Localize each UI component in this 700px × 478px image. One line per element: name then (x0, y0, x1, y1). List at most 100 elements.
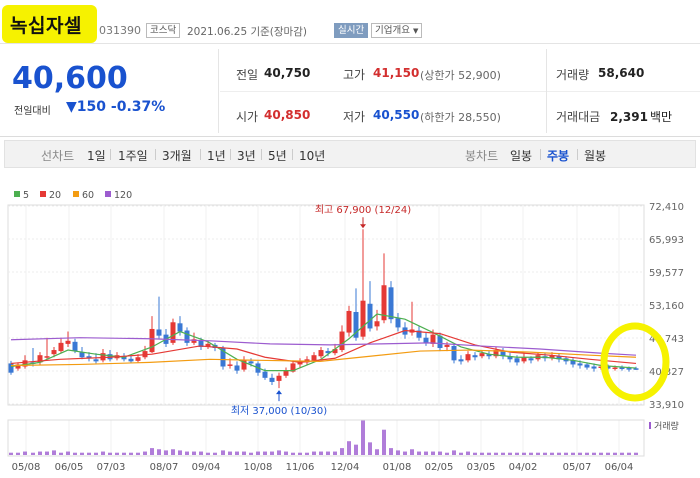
period-10y[interactable]: 10년 (299, 149, 326, 163)
high-arrowhead-icon (360, 224, 366, 229)
candle (135, 357, 141, 361)
volume-bar (410, 449, 414, 455)
divider (220, 91, 700, 92)
volume-bar (129, 452, 133, 455)
low-label: 저가 (343, 110, 366, 124)
volume-bar (178, 450, 182, 455)
candle (22, 360, 28, 367)
candle (486, 354, 492, 357)
candle (472, 355, 478, 358)
amount-number: 2,391 (610, 110, 648, 124)
x-tick-label: 08/07 (150, 462, 179, 473)
open-label: 시가 (236, 110, 259, 124)
volume-bar (66, 451, 70, 455)
candle (367, 303, 373, 329)
volume-bar (515, 452, 519, 455)
candle (626, 368, 632, 370)
y-tick-label: 46,743 (649, 334, 684, 345)
current-price: 40,600 (12, 61, 128, 96)
period-3m[interactable]: 3개월 (162, 149, 192, 163)
candle (65, 340, 71, 344)
volume-bar (73, 452, 77, 455)
period-1d[interactable]: 1일 (87, 149, 106, 163)
volume-bar (613, 452, 617, 455)
volume-bar (466, 451, 470, 455)
x-tick-label: 06/04 (605, 462, 634, 473)
volume-bar (9, 452, 13, 455)
period-5y[interactable]: 5년 (268, 149, 287, 163)
stock-name[interactable]: 녹십자셀 (10, 15, 82, 37)
candle (500, 351, 506, 357)
candle (451, 345, 457, 361)
candle (177, 323, 183, 332)
lower-limit: (하한가 28,550) (420, 111, 501, 124)
candle (128, 358, 134, 362)
volume-bar (242, 451, 246, 455)
highlight-circle (600, 322, 670, 402)
volume-legend-label: 거래량 (654, 420, 679, 432)
volume-bar (571, 452, 575, 455)
volume-label: 거래량 (556, 68, 590, 82)
candle (227, 364, 233, 366)
period-3y[interactable]: 3년 (237, 149, 256, 163)
candle (591, 366, 597, 369)
high-value: 41,150 (373, 66, 420, 80)
candle (549, 355, 555, 359)
volume-bar (305, 452, 309, 455)
candle-daily[interactable]: 일봉 (510, 149, 533, 163)
volume-bar (94, 452, 98, 455)
volume-bar (354, 444, 358, 455)
candle (507, 356, 513, 360)
volume-bar (445, 452, 449, 455)
realtime-button[interactable]: 실시간 (334, 23, 369, 38)
candle (149, 328, 155, 353)
period-1y[interactable]: 1년 (207, 149, 226, 163)
candle (100, 353, 106, 361)
volume-bar (115, 452, 119, 455)
volume-bar (592, 452, 596, 455)
volume-bar (543, 452, 547, 455)
candle (612, 367, 618, 370)
candle (430, 334, 436, 344)
volume-bar (578, 452, 582, 455)
volume-frame (7, 419, 645, 457)
volume-bar (326, 451, 330, 455)
candle (444, 344, 450, 347)
candle (8, 363, 14, 373)
open-value: 40,850 (264, 108, 311, 122)
volume-bar (206, 452, 210, 455)
volume-bar (501, 452, 505, 455)
legend-label-ma60: 60 (82, 190, 94, 201)
x-tick-label: 05/08 (12, 462, 41, 473)
volume-bar (277, 450, 281, 455)
candle (633, 368, 639, 370)
amount-unit: 백만 (649, 110, 673, 124)
period-1w[interactable]: 1주일 (118, 149, 148, 163)
candle-weekly[interactable]: 주봉 (547, 149, 570, 163)
candle (170, 322, 176, 343)
legend-swatch-ma60 (73, 191, 79, 197)
candle-monthly[interactable]: 월봉 (584, 149, 607, 163)
y-tick-label: 65,993 (649, 235, 684, 246)
change-percent: -0.37% (110, 99, 166, 115)
volume-bar (550, 452, 554, 455)
volume-bar (171, 449, 175, 455)
candle (276, 375, 282, 381)
company-info-dropdown[interactable]: 기업개요 ▼ (371, 23, 423, 38)
volume-bar (487, 452, 491, 455)
candle (156, 329, 162, 336)
stock-code: 031390 (99, 24, 141, 37)
candle (584, 364, 590, 368)
candle (556, 356, 562, 360)
candle (381, 285, 387, 321)
volume-bar (606, 452, 610, 455)
legend-label-ma20: 20 (49, 190, 61, 201)
candle (198, 340, 204, 347)
candle (332, 349, 338, 354)
change-label: 전일대비 (14, 106, 51, 117)
ma120-line (10, 337, 637, 356)
candle (346, 310, 352, 333)
candle (395, 318, 401, 328)
candle (374, 321, 380, 327)
